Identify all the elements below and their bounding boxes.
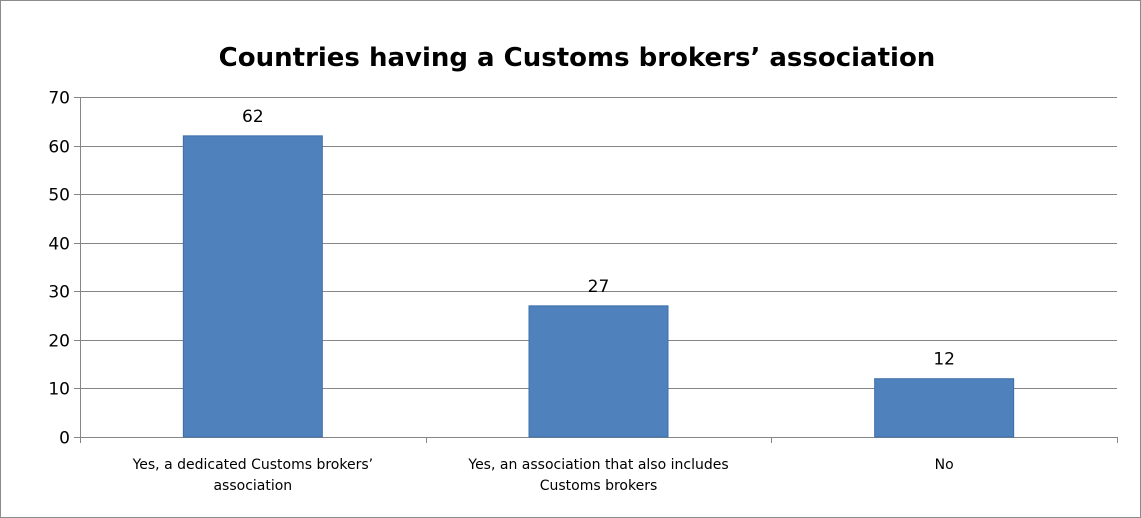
- y-tick-label: 70: [48, 89, 70, 109]
- y-tick-label: 30: [48, 283, 70, 303]
- bar: [182, 135, 323, 438]
- bar: [528, 305, 669, 438]
- x-category-label: Customs brokers: [540, 478, 658, 494]
- data-labels: 62 27 12: [242, 107, 955, 370]
- data-label: 12: [933, 350, 955, 370]
- y-tick-label: 20: [48, 332, 70, 352]
- x-category-label: Yes, an association that also includes: [467, 457, 728, 473]
- y-tick-label: 0: [59, 429, 70, 449]
- x-category-label: Yes, a dedicated Customs brokers’: [132, 457, 374, 473]
- y-tick-label: 10: [48, 380, 70, 400]
- y-tick-label: 40: [48, 235, 70, 255]
- y-tick-label: 50: [48, 186, 70, 206]
- category-labels: Yes, a dedicated Customs brokers’ associa…: [132, 457, 954, 494]
- data-label: 27: [588, 277, 610, 297]
- bars: [182, 135, 1015, 438]
- bar: [874, 378, 1015, 438]
- y-tick-label: 60: [48, 138, 70, 158]
- x-category-label: association: [213, 478, 292, 494]
- x-category-label: No: [935, 457, 954, 473]
- chart-title: Countries having a Customs brokers’ asso…: [219, 43, 936, 73]
- data-label: 62: [242, 107, 264, 127]
